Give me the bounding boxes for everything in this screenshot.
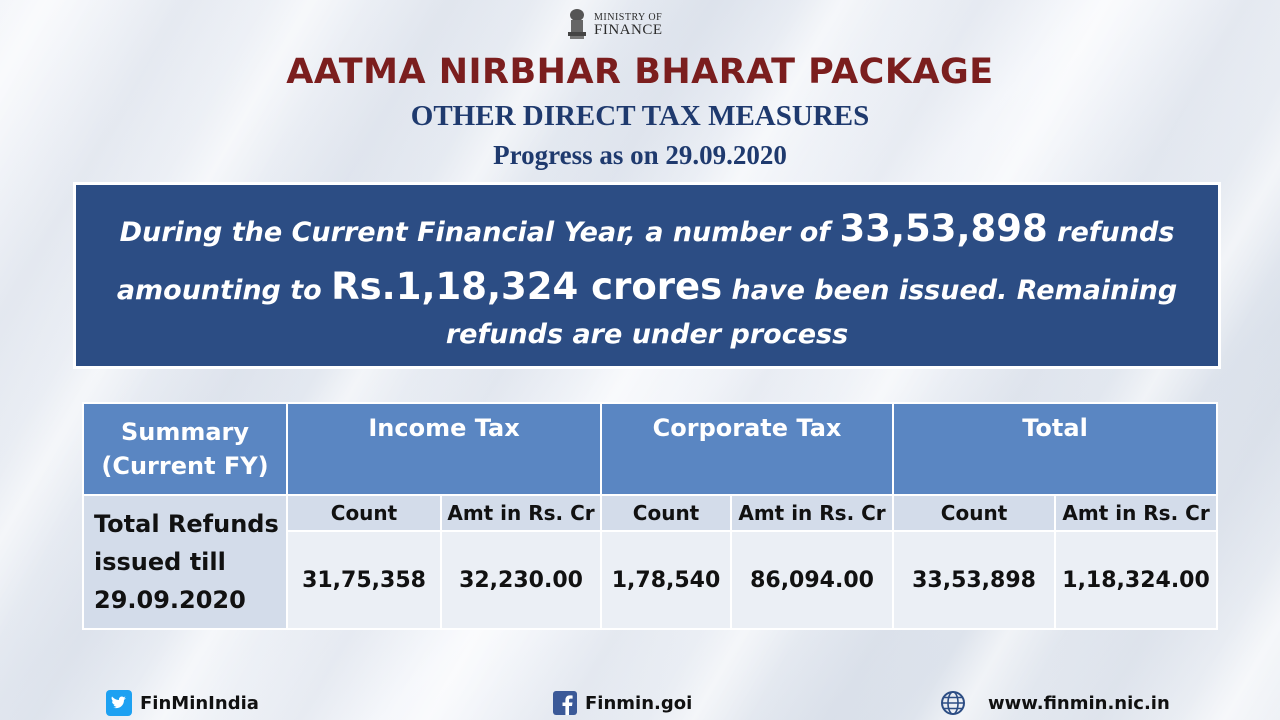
globe-icon — [941, 691, 965, 715]
twitter-icon — [106, 690, 132, 716]
footer-facebook[interactable]: Finmin.goi — [553, 688, 692, 718]
subheader-income-count: Count — [286, 494, 442, 532]
value-total-amount: 1,18,324.00 — [1054, 530, 1219, 630]
logo-line-1: MINISTRY OF — [594, 12, 663, 23]
group-header-corporate-tax: Corporate Tax — [600, 402, 895, 496]
progress-date: Progress as on 29.09.2020 — [493, 140, 787, 170]
value-income-count: 31,75,358 — [286, 530, 442, 630]
banner-text-5: refunds are under process — [445, 319, 849, 350]
table-header-row: Summary (Current FY) Income Tax Corporat… — [82, 402, 1219, 496]
facebook-handle: Finmin.goi — [585, 692, 693, 714]
page-title: AATMA NIRBHAR BHARAT PACKAGE — [286, 52, 994, 92]
banner-line-1: During the Current Financial Year, a num… — [76, 207, 1218, 250]
banner-text-3: amounting to — [116, 275, 332, 306]
website-url: www.finmin.nic.in — [988, 692, 1170, 714]
banner-text-4: have been issued. Remaining — [722, 275, 1178, 306]
subheader-total-count: Count — [892, 494, 1057, 532]
national-emblem-icon — [568, 9, 586, 39]
subheader-total-amount: Amt in Rs. Cr — [1054, 494, 1219, 532]
value-corporate-amount: 86,094.00 — [730, 530, 895, 630]
facebook-icon — [553, 691, 577, 715]
page-subtitle: OTHER DIRECT TAX MEASURES — [410, 100, 870, 132]
row-label: Total Refunds issued till 29.09.2020 — [82, 494, 288, 630]
banner-text-1: During the Current Financial Year, a num… — [119, 217, 840, 248]
ministry-logo: MINISTRY OF FINANCE — [566, 6, 663, 42]
banner-line-2: amounting to Rs.1,18,324 crores have bee… — [76, 265, 1218, 308]
banner-refund-count: 33,53,898 — [839, 207, 1048, 250]
footer-website[interactable]: www.finmin.nic.in — [940, 688, 1170, 718]
value-corporate-count: 1,78,540 — [600, 530, 733, 630]
logo-text: MINISTRY OF FINANCE — [594, 12, 663, 38]
banner-amount: Rs.1,18,324 crores — [331, 265, 723, 308]
table-subheader-row: Total Refunds issued till 29.09.2020 Cou… — [82, 494, 1219, 630]
subheader-corporate-count: Count — [600, 494, 733, 532]
summary-banner: During the Current Financial Year, a num… — [73, 182, 1221, 369]
twitter-handle: FinMinIndia — [140, 692, 259, 714]
group-header-total: Total — [892, 402, 1219, 496]
summary-table: Summary (Current FY) Income Tax Corporat… — [82, 402, 1219, 630]
banner-line-3: refunds are under process — [76, 319, 1218, 350]
table-row: 31,75,358 32,230.00 1,78,540 86,094.00 3… — [83, 530, 1219, 630]
value-total-count: 33,53,898 — [892, 530, 1057, 630]
group-header-income-tax: Income Tax — [285, 402, 603, 496]
banner-text-2: refunds — [1047, 217, 1175, 248]
logo-line-2: FINANCE — [594, 22, 663, 38]
value-income-amount: 32,230.00 — [439, 530, 603, 630]
subheader-corporate-amount: Amt in Rs. Cr — [730, 494, 895, 532]
summary-header: Summary (Current FY) — [82, 402, 288, 496]
footer-twitter[interactable]: FinMinIndia — [106, 688, 259, 718]
subheader-income-amount: Amt in Rs. Cr — [439, 494, 603, 532]
